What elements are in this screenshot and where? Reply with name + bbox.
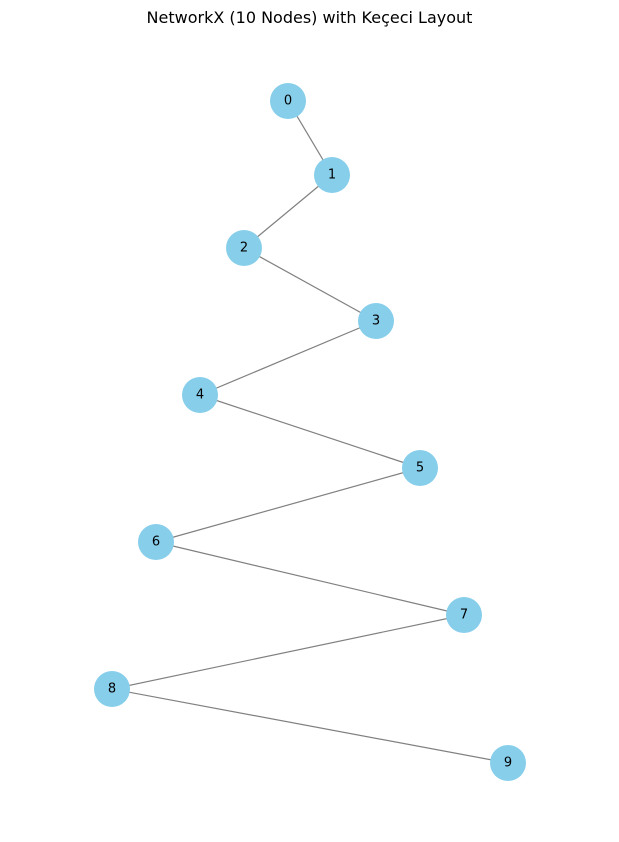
node-circle-0 — [270, 83, 306, 119]
node-circle-5 — [402, 450, 438, 486]
node-circle-7 — [446, 597, 482, 633]
node-label-8: 8 — [108, 682, 116, 697]
node-label-7: 7 — [460, 608, 468, 623]
edge-7-8 — [111, 614, 465, 690]
node-label-2: 2 — [240, 241, 248, 256]
node-circle-1 — [314, 157, 350, 193]
node-2: 2 — [226, 230, 262, 266]
node-label-1: 1 — [328, 168, 336, 183]
node-7: 7 — [446, 597, 482, 633]
node-circle-6 — [138, 524, 174, 560]
node-label-6: 6 — [152, 535, 160, 550]
node-0: 0 — [270, 83, 306, 119]
node-4: 4 — [182, 377, 218, 413]
node-circle-9 — [490, 745, 526, 781]
node-circle-4 — [182, 377, 218, 413]
node-1: 1 — [314, 157, 350, 193]
node-label-4: 4 — [196, 388, 204, 403]
edge-6-7 — [155, 541, 465, 616]
node-8: 8 — [94, 671, 130, 707]
node-circle-2 — [226, 230, 262, 266]
node-6: 6 — [138, 524, 174, 560]
edge-1-2 — [243, 174, 333, 249]
edges-layer — [111, 100, 509, 764]
node-3: 3 — [358, 303, 394, 339]
node-circle-3 — [358, 303, 394, 339]
nodes-layer: 0 1 2 3 4 5 6 7 8 9 — [94, 83, 526, 781]
edge-3-4 — [199, 320, 377, 396]
node-circle-8 — [94, 671, 130, 707]
figure-title: NetworkX (10 Nodes) with Keçeci Layout — [146, 8, 473, 27]
node-label-0: 0 — [284, 94, 292, 109]
node-label-3: 3 — [372, 314, 380, 329]
edge-5-6 — [155, 467, 421, 543]
node-9: 9 — [490, 745, 526, 781]
edge-2-3 — [243, 247, 377, 322]
node-label-9: 9 — [504, 756, 512, 771]
node-label-5: 5 — [416, 461, 424, 476]
node-5: 5 — [402, 450, 438, 486]
edge-8-9 — [111, 688, 509, 764]
edge-4-5 — [199, 394, 421, 469]
